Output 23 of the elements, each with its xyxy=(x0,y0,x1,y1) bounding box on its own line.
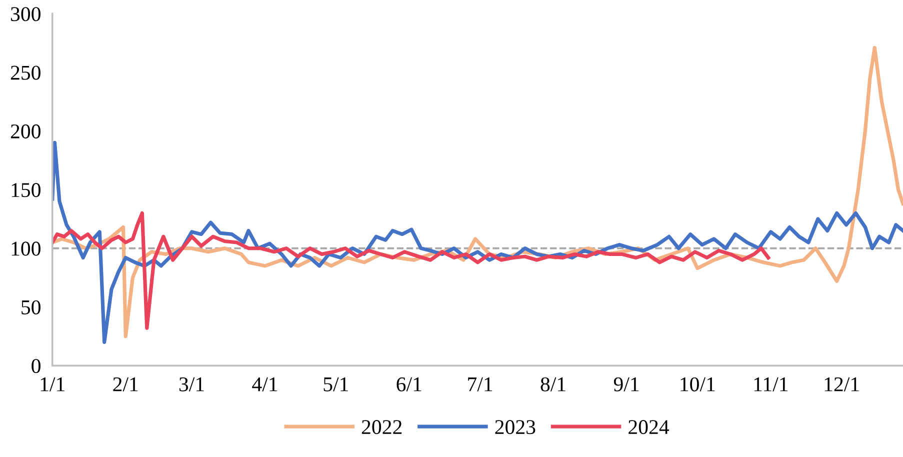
x-tick-label: 12/1 xyxy=(824,377,859,392)
y-tick-label: 150 xyxy=(12,183,40,198)
x-tick-label: 7/1 xyxy=(468,377,492,392)
line-series xyxy=(52,211,770,330)
x-tick-label: 11/1 xyxy=(754,377,788,392)
y-tick-label: 50 xyxy=(22,300,40,314)
y-tick-label: 200 xyxy=(10,124,40,138)
x-tick-label: 6/1 xyxy=(396,377,422,392)
x-tick-label: 5/1 xyxy=(324,377,348,392)
legend-label: 2023 xyxy=(495,420,536,434)
x-tick-label: 8/1 xyxy=(540,377,566,392)
x-tick-label: 3/1 xyxy=(179,377,204,392)
y-tick-label: 100 xyxy=(12,242,40,256)
y-tick-label: 300 xyxy=(11,7,40,22)
x-tick-label: 2/1 xyxy=(113,377,138,392)
legend-label: 2022 xyxy=(362,420,402,434)
x-tick-label: 1/1 xyxy=(40,377,64,392)
legend-label: 2024 xyxy=(628,420,670,434)
x-tick-label: 10/1 xyxy=(680,377,715,392)
y-tick-label: 0 xyxy=(32,358,40,374)
x-tick-label: 4/1 xyxy=(252,377,278,392)
y-tick-label: 250 xyxy=(10,66,40,80)
x-tick-label: 9/1 xyxy=(614,377,639,392)
